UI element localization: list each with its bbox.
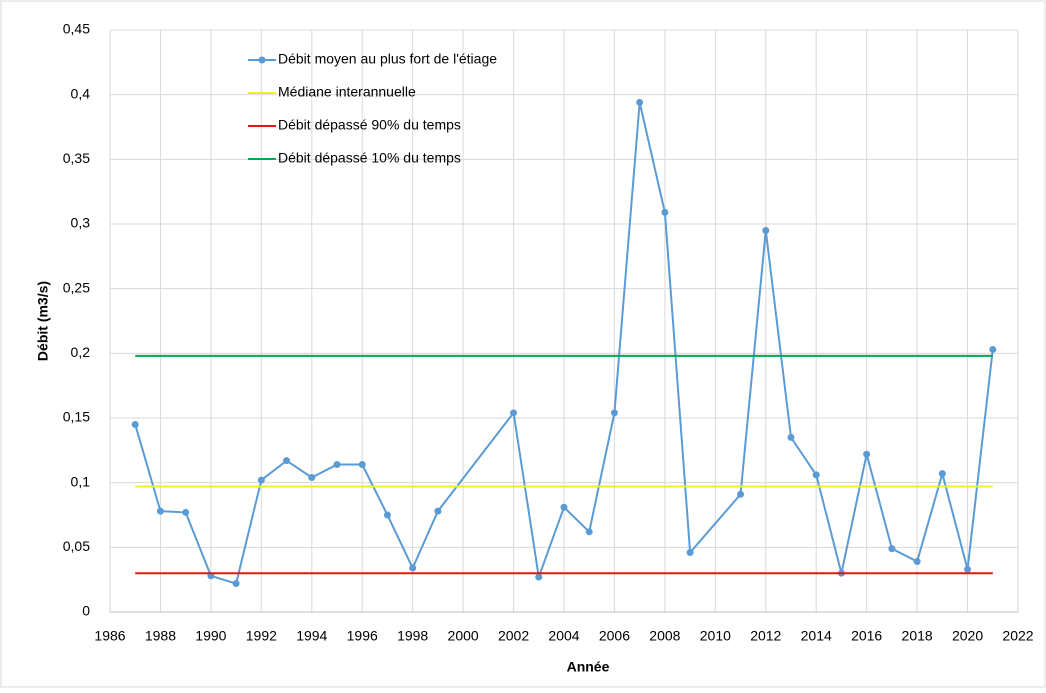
- legend-label: Débit moyen au plus fort de l'étiage: [278, 51, 497, 67]
- data-point: [661, 208, 669, 216]
- data-point: [610, 409, 618, 417]
- data-point: [308, 473, 316, 481]
- y-tick-label: 0,35: [63, 150, 90, 166]
- x-tick-label: 2008: [649, 628, 680, 644]
- data-point: [863, 450, 871, 458]
- data-point: [156, 507, 164, 515]
- legend-label: Débit dépassé 90% du temps: [278, 117, 461, 133]
- data-point: [964, 565, 972, 573]
- x-tick-label: 2020: [952, 628, 983, 644]
- data-point: [510, 409, 518, 417]
- x-tick-label: 2000: [448, 628, 479, 644]
- y-tick-label: 0,1: [71, 473, 91, 489]
- x-tick-label: 1986: [94, 628, 125, 644]
- data-point: [560, 503, 568, 511]
- x-tick-label: 1994: [296, 628, 327, 644]
- x-axis-label: Année: [567, 659, 610, 675]
- y-tick-label: 0,3: [71, 215, 91, 231]
- data-point: [131, 420, 139, 428]
- x-tick-label: 2004: [548, 628, 579, 644]
- x-tick-label: 2012: [750, 628, 781, 644]
- data-point: [585, 528, 593, 536]
- y-tick-label: 0,15: [63, 409, 90, 425]
- data-point: [787, 433, 795, 441]
- data-point: [686, 549, 694, 557]
- data-point: [257, 476, 265, 484]
- y-axis-label: Débit (m3/s): [35, 281, 51, 361]
- data-point: [636, 98, 644, 106]
- x-tick-label: 1992: [246, 628, 277, 644]
- y-tick-label: 0,45: [63, 21, 90, 37]
- data-point: [182, 508, 190, 516]
- legend-label: Débit dépassé 10% du temps: [278, 150, 461, 166]
- data-point: [938, 470, 946, 478]
- data-point: [888, 545, 896, 553]
- x-tick-label: 2010: [700, 628, 731, 644]
- x-tick-label: 2006: [599, 628, 630, 644]
- data-point: [989, 345, 997, 353]
- data-point: [762, 226, 770, 234]
- y-tick-label: 0,4: [71, 85, 91, 101]
- legend-marker: [258, 56, 266, 64]
- data-point: [434, 507, 442, 515]
- data-point: [409, 564, 417, 572]
- series-line: [134, 102, 994, 585]
- data-point: [283, 457, 291, 465]
- x-tick-label: 1990: [195, 628, 226, 644]
- x-tick-label: 2002: [498, 628, 529, 644]
- x-tick-label: 1996: [347, 628, 378, 644]
- y-tick-label: 0: [82, 603, 90, 619]
- data-point: [383, 511, 391, 519]
- data-point: [812, 471, 820, 479]
- data-point: [737, 490, 745, 498]
- x-tick-label: 1998: [397, 628, 428, 644]
- data-point: [535, 573, 543, 581]
- y-tick-label: 0,25: [63, 279, 90, 295]
- x-tick-label: 2016: [851, 628, 882, 644]
- legend-label: Médiane interannuelle: [278, 84, 416, 100]
- data-point: [232, 580, 240, 588]
- x-tick-label: 2018: [902, 628, 933, 644]
- x-tick-label: 2022: [1002, 628, 1033, 644]
- x-tick-label: 2014: [801, 628, 832, 644]
- data-point: [358, 461, 366, 469]
- y-tick-label: 0,05: [63, 538, 90, 554]
- y-tick-label: 0,2: [71, 344, 91, 360]
- data-point: [913, 558, 921, 566]
- data-point: [333, 461, 341, 469]
- x-tick-label: 1988: [145, 628, 176, 644]
